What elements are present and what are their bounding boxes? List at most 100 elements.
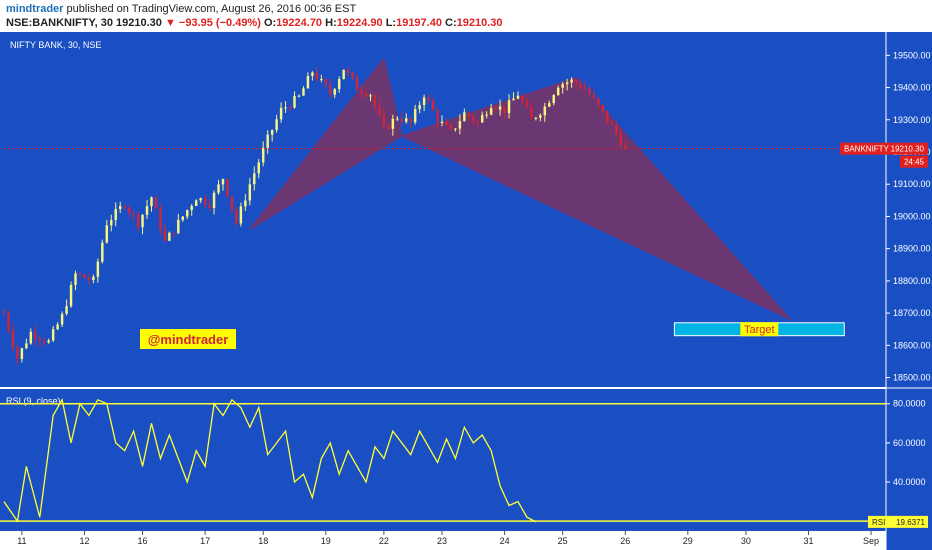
candle-body[interactable] — [427, 97, 430, 101]
candle-body[interactable] — [47, 340, 50, 343]
candle-body[interactable] — [203, 198, 207, 205]
candle-body[interactable] — [239, 206, 243, 224]
candle-body[interactable] — [150, 197, 153, 207]
candle-body[interactable] — [472, 116, 475, 122]
candle-body[interactable] — [570, 79, 573, 83]
candle-body[interactable] — [592, 94, 596, 98]
candle-body[interactable] — [297, 95, 301, 97]
candle-body[interactable] — [7, 313, 10, 331]
candle-body[interactable] — [615, 124, 618, 134]
candle-body[interactable] — [266, 134, 269, 148]
candle-body[interactable] — [74, 273, 77, 285]
candle-body[interactable] — [413, 109, 417, 123]
candle-body[interactable] — [364, 93, 368, 97]
pattern-triangle-bcd[interactable] — [400, 77, 791, 321]
candle-body[interactable] — [212, 192, 216, 208]
candle-body[interactable] — [530, 107, 533, 119]
rsi-indicator[interactable] — [0, 398, 886, 523]
candle-body[interactable] — [400, 118, 404, 122]
candle-body[interactable] — [449, 125, 453, 130]
candle-body[interactable] — [123, 206, 126, 208]
candle-body[interactable] — [230, 196, 234, 210]
candle-body[interactable] — [333, 89, 336, 95]
candle-body[interactable] — [440, 121, 444, 124]
price-axis-bg[interactable] — [886, 32, 932, 550]
candle-body[interactable] — [351, 72, 354, 78]
candle-body[interactable] — [87, 278, 91, 281]
harmonic-pattern[interactable] — [249, 57, 791, 321]
candle-body[interactable] — [181, 216, 185, 220]
candle-body[interactable] — [257, 162, 260, 174]
candle-body[interactable] — [624, 145, 627, 149]
candle-body[interactable] — [561, 84, 564, 88]
candle-body[interactable] — [534, 117, 538, 119]
candle-body[interactable] — [391, 118, 395, 129]
candle-body[interactable] — [118, 206, 122, 209]
time-axis[interactable]: 11 12 16 17 18 19 22 23 24 25 26 29 30 31 Sep — [17, 531, 879, 546]
candle-body[interactable] — [494, 108, 497, 110]
author-name[interactable]: mindtrader — [6, 3, 64, 15]
candle-body[interactable] — [208, 204, 211, 208]
candle-body[interactable] — [548, 103, 551, 107]
candle-body[interactable] — [489, 108, 493, 115]
candle-body[interactable] — [275, 119, 278, 130]
candle-body[interactable] — [65, 306, 68, 314]
candle-body[interactable] — [320, 79, 323, 81]
candle-body[interactable] — [619, 133, 623, 146]
pattern-triangle-xab[interactable] — [249, 57, 403, 230]
candle-body[interactable] — [610, 121, 614, 125]
candle-body[interactable] — [601, 104, 605, 112]
candle-body[interactable] — [221, 179, 225, 185]
candle-body[interactable] — [458, 121, 462, 129]
candle-body[interactable] — [445, 121, 448, 126]
candle-body[interactable] — [253, 173, 256, 185]
candle-body[interactable] — [378, 105, 381, 115]
candle-body[interactable] — [132, 212, 135, 215]
candle-body[interactable] — [163, 230, 167, 241]
candle-body[interactable] — [159, 208, 162, 231]
rsi-line[interactable] — [3, 398, 537, 523]
candle-body[interactable] — [507, 100, 511, 114]
candle-body[interactable] — [583, 87, 587, 89]
candle-body[interactable] — [476, 121, 479, 123]
candle-body[interactable] — [597, 97, 600, 105]
target-zone[interactable]: Target — [673, 322, 845, 337]
candle-body[interactable] — [579, 83, 582, 88]
candle-body[interactable] — [78, 273, 82, 275]
candle-body[interactable] — [25, 343, 28, 349]
candle-body[interactable] — [270, 129, 274, 135]
candle-body[interactable] — [552, 95, 555, 104]
candle-body[interactable] — [485, 114, 488, 116]
candle-body[interactable] — [288, 107, 292, 109]
candle-body[interactable] — [92, 276, 95, 281]
candle-body[interactable] — [199, 198, 202, 201]
candle-body[interactable] — [2, 313, 6, 315]
candle-body[interactable] — [373, 95, 377, 106]
candle-body[interactable] — [422, 97, 426, 106]
candle-body[interactable] — [186, 210, 189, 217]
candle-body[interactable] — [521, 95, 524, 102]
candle-body[interactable] — [261, 147, 265, 163]
rsi-pane-bg[interactable] — [0, 389, 886, 531]
candle-body[interactable] — [217, 184, 220, 193]
candle-body[interactable] — [329, 85, 332, 95]
candle-body[interactable] — [20, 348, 24, 360]
candle-body[interactable] — [96, 261, 100, 277]
candle-body[interactable] — [83, 274, 86, 279]
candle-body[interactable] — [101, 242, 104, 262]
candle-body[interactable] — [606, 111, 609, 122]
candle-body[interactable] — [355, 77, 359, 91]
candle-body[interactable] — [324, 79, 328, 86]
candle-body[interactable] — [114, 208, 117, 221]
candle-body[interactable] — [346, 69, 350, 73]
candle-body[interactable] — [168, 232, 171, 241]
candle-body[interactable] — [302, 88, 305, 96]
candle-body[interactable] — [56, 324, 59, 330]
candle-body[interactable] — [293, 96, 296, 108]
time-axis-bg[interactable] — [0, 531, 886, 550]
candle-body[interactable] — [463, 112, 466, 122]
candle-body[interactable] — [244, 200, 247, 207]
candle-body[interactable] — [405, 118, 408, 122]
candle-body[interactable] — [556, 87, 560, 96]
candle-body[interactable] — [110, 220, 113, 226]
